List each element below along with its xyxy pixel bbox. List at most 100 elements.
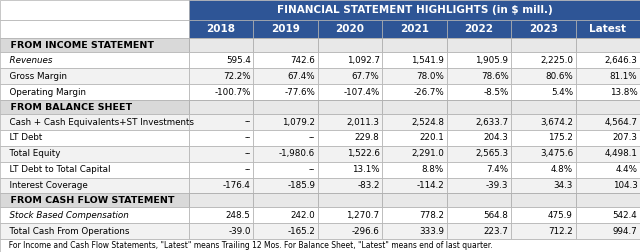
Bar — [382, 84, 447, 100]
Text: 1,092.7: 1,092.7 — [347, 56, 380, 65]
Bar — [447, 146, 511, 162]
Text: 8.8%: 8.8% — [422, 165, 444, 174]
Bar — [253, 68, 317, 84]
Bar — [575, 178, 640, 194]
Bar — [0, 162, 189, 178]
Bar — [382, 223, 447, 239]
Text: 229.8: 229.8 — [355, 133, 380, 142]
Bar — [382, 52, 447, 68]
Text: 1,541.9: 1,541.9 — [411, 56, 444, 65]
Text: 207.3: 207.3 — [612, 133, 637, 142]
Bar — [253, 207, 317, 223]
Bar — [447, 68, 511, 84]
Bar — [447, 194, 511, 207]
Bar — [189, 0, 640, 20]
Text: 4,498.1: 4,498.1 — [605, 149, 637, 158]
Bar — [511, 146, 575, 162]
Text: 2018: 2018 — [207, 24, 236, 34]
Text: Cash + Cash Equivalents+ST Investments: Cash + Cash Equivalents+ST Investments — [4, 117, 194, 127]
Bar — [575, 20, 640, 38]
Text: 2020: 2020 — [335, 24, 364, 34]
Bar — [253, 178, 317, 194]
Bar — [575, 68, 640, 84]
Bar — [511, 52, 575, 68]
Bar — [317, 52, 382, 68]
Bar — [189, 194, 640, 207]
Text: -100.7%: -100.7% — [214, 88, 251, 97]
Bar — [0, 52, 189, 68]
Bar — [382, 194, 447, 207]
Bar — [317, 146, 382, 162]
Bar — [317, 194, 382, 207]
Text: FINANCIAL STATEMENT HIGHLIGHTS (in $ mill.): FINANCIAL STATEMENT HIGHLIGHTS (in $ mil… — [276, 5, 552, 15]
Bar — [447, 114, 511, 130]
Bar — [317, 178, 382, 194]
Text: 2022: 2022 — [465, 24, 493, 34]
Text: 1,522.6: 1,522.6 — [347, 149, 380, 158]
Bar — [447, 162, 511, 178]
Bar — [382, 207, 447, 223]
Text: 4.4%: 4.4% — [616, 165, 637, 174]
Bar — [0, 84, 189, 100]
Text: 2019: 2019 — [271, 24, 300, 34]
Text: --: -- — [309, 165, 315, 174]
Bar — [0, 20, 189, 38]
Bar — [511, 130, 575, 146]
Bar — [0, 38, 189, 52]
Text: Gross Margin: Gross Margin — [4, 72, 67, 81]
Text: Revenues: Revenues — [4, 56, 52, 65]
Text: 333.9: 333.9 — [419, 227, 444, 236]
Bar — [317, 130, 382, 146]
Bar — [253, 194, 317, 207]
Bar — [0, 194, 189, 207]
Bar — [511, 223, 575, 239]
Bar — [253, 38, 317, 52]
Text: 78.0%: 78.0% — [416, 72, 444, 81]
Text: 248.5: 248.5 — [226, 211, 251, 220]
Bar — [0, 114, 189, 130]
Text: 67.7%: 67.7% — [352, 72, 380, 81]
Bar — [511, 38, 575, 52]
Bar — [189, 207, 253, 223]
Text: 223.7: 223.7 — [484, 227, 509, 236]
Text: -77.6%: -77.6% — [284, 88, 315, 97]
Bar — [575, 114, 640, 130]
Bar — [317, 100, 382, 114]
Text: -39.0: -39.0 — [228, 227, 251, 236]
Bar — [253, 223, 317, 239]
Text: 3,475.6: 3,475.6 — [540, 149, 573, 158]
Bar — [317, 20, 382, 38]
Text: 712.2: 712.2 — [548, 227, 573, 236]
Text: --: -- — [244, 133, 251, 142]
Bar — [382, 130, 447, 146]
Bar — [253, 52, 317, 68]
Text: 2,646.3: 2,646.3 — [605, 56, 637, 65]
Bar — [575, 162, 640, 178]
Text: -1,980.6: -1,980.6 — [279, 149, 315, 158]
Text: 595.4: 595.4 — [226, 56, 251, 65]
Bar — [511, 114, 575, 130]
Text: For Income and Cash Flow Statements, "Latest" means Trailing 12 Mos. For Balance: For Income and Cash Flow Statements, "La… — [4, 241, 492, 250]
Bar — [575, 100, 640, 114]
Text: 242.0: 242.0 — [291, 211, 315, 220]
Bar — [511, 178, 575, 194]
Bar — [511, 194, 575, 207]
Bar — [0, 100, 189, 114]
Bar — [382, 114, 447, 130]
Text: 475.9: 475.9 — [548, 211, 573, 220]
Bar — [511, 20, 575, 38]
Text: --: -- — [244, 149, 251, 158]
Bar — [253, 146, 317, 162]
Bar — [0, 68, 189, 84]
Bar — [189, 84, 253, 100]
Text: -114.2: -114.2 — [416, 181, 444, 190]
Text: 2023: 2023 — [529, 24, 558, 34]
Text: Latest: Latest — [589, 24, 627, 34]
Bar — [511, 84, 575, 100]
Bar — [575, 146, 640, 162]
Text: --: -- — [244, 117, 251, 127]
Bar — [447, 207, 511, 223]
Text: 34.3: 34.3 — [554, 181, 573, 190]
Text: 104.3: 104.3 — [612, 181, 637, 190]
Bar — [447, 38, 511, 52]
